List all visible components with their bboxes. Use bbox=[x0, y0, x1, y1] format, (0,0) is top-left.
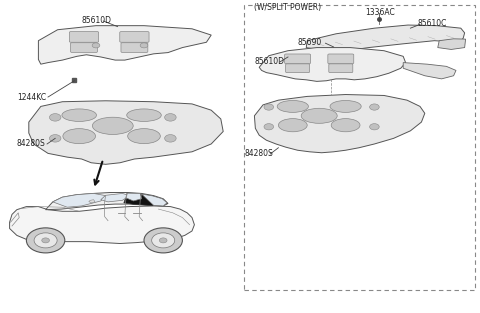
FancyBboxPatch shape bbox=[120, 32, 149, 42]
Circle shape bbox=[370, 104, 379, 110]
Polygon shape bbox=[126, 193, 142, 201]
Circle shape bbox=[34, 233, 57, 248]
Polygon shape bbox=[403, 63, 456, 79]
Text: 84280S: 84280S bbox=[245, 149, 274, 158]
Text: 85610C: 85610C bbox=[418, 19, 447, 28]
Polygon shape bbox=[254, 95, 425, 153]
Text: 1336AC: 1336AC bbox=[365, 8, 395, 17]
Circle shape bbox=[144, 228, 182, 253]
FancyBboxPatch shape bbox=[121, 43, 148, 53]
Ellipse shape bbox=[277, 100, 309, 112]
Text: 84280S: 84280S bbox=[17, 140, 46, 148]
Text: 85690: 85690 bbox=[298, 38, 322, 47]
FancyBboxPatch shape bbox=[71, 43, 97, 53]
Ellipse shape bbox=[63, 129, 96, 144]
Circle shape bbox=[26, 228, 65, 253]
Polygon shape bbox=[38, 26, 211, 64]
FancyBboxPatch shape bbox=[329, 64, 353, 73]
Ellipse shape bbox=[92, 117, 133, 135]
Ellipse shape bbox=[331, 119, 360, 132]
FancyBboxPatch shape bbox=[286, 64, 310, 73]
Polygon shape bbox=[142, 194, 167, 206]
Bar bbox=[244, 5, 475, 290]
Polygon shape bbox=[124, 193, 167, 206]
Ellipse shape bbox=[127, 109, 161, 121]
Polygon shape bbox=[259, 48, 406, 81]
Polygon shape bbox=[89, 200, 95, 203]
Text: 85610D: 85610D bbox=[254, 57, 284, 65]
Ellipse shape bbox=[278, 119, 307, 132]
Text: 1244KC: 1244KC bbox=[17, 93, 46, 101]
Ellipse shape bbox=[128, 129, 160, 144]
Text: (W/SPLIT POWER): (W/SPLIT POWER) bbox=[254, 3, 322, 12]
Circle shape bbox=[264, 124, 274, 130]
Circle shape bbox=[165, 135, 176, 142]
Polygon shape bbox=[101, 193, 130, 202]
Circle shape bbox=[92, 43, 100, 48]
FancyBboxPatch shape bbox=[69, 32, 99, 42]
Text: 85610D: 85610D bbox=[81, 16, 111, 25]
Circle shape bbox=[370, 124, 379, 130]
Circle shape bbox=[264, 104, 274, 110]
Circle shape bbox=[49, 135, 61, 142]
Polygon shape bbox=[53, 193, 106, 207]
Polygon shape bbox=[438, 39, 466, 49]
Polygon shape bbox=[306, 25, 465, 53]
Ellipse shape bbox=[301, 108, 337, 123]
Polygon shape bbox=[10, 206, 194, 244]
Circle shape bbox=[42, 238, 49, 243]
Polygon shape bbox=[29, 101, 223, 164]
Circle shape bbox=[165, 114, 176, 121]
Circle shape bbox=[140, 43, 148, 48]
Circle shape bbox=[49, 114, 61, 121]
Ellipse shape bbox=[330, 100, 361, 112]
FancyBboxPatch shape bbox=[328, 54, 354, 64]
Polygon shape bbox=[46, 192, 168, 210]
Circle shape bbox=[152, 233, 175, 248]
Ellipse shape bbox=[62, 109, 96, 121]
FancyBboxPatch shape bbox=[285, 54, 311, 64]
Circle shape bbox=[159, 238, 167, 243]
